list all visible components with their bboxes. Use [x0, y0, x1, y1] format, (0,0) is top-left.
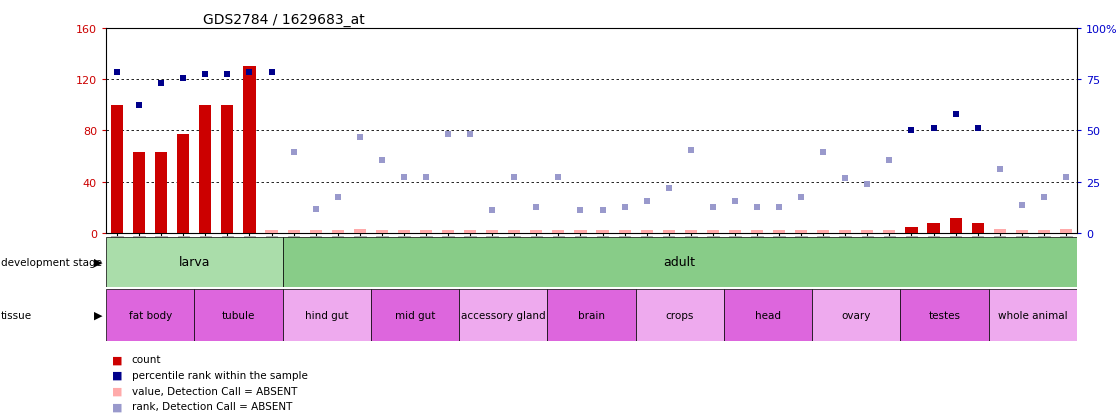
Bar — [862, 231, 874, 233]
Bar — [636, 289, 724, 341]
Bar — [618, 231, 631, 233]
Text: percentile rank within the sample: percentile rank within the sample — [132, 370, 308, 380]
Bar — [376, 231, 388, 233]
Bar — [950, 218, 962, 233]
Text: rank, Detection Call = ABSENT: rank, Detection Call = ABSENT — [132, 401, 292, 411]
Text: crops: crops — [665, 310, 694, 320]
Bar — [177, 135, 190, 233]
Text: larva: larva — [179, 256, 210, 269]
Text: value, Detection Call = ABSENT: value, Detection Call = ABSENT — [132, 386, 297, 396]
Text: count: count — [132, 354, 161, 364]
Bar — [282, 237, 1077, 287]
Text: tissue: tissue — [1, 310, 32, 320]
Bar — [309, 231, 321, 233]
Bar — [459, 289, 547, 341]
Bar — [508, 231, 520, 233]
Bar — [724, 289, 812, 341]
Bar — [795, 231, 807, 233]
Bar — [883, 231, 895, 233]
Bar — [331, 231, 344, 233]
Text: ovary: ovary — [841, 310, 870, 320]
Text: testes: testes — [929, 310, 961, 320]
Bar — [663, 231, 675, 233]
Text: head: head — [756, 310, 781, 320]
Bar — [812, 289, 901, 341]
Bar — [487, 231, 498, 233]
Bar — [839, 231, 852, 233]
Bar — [641, 231, 653, 233]
Bar — [221, 106, 233, 233]
Bar — [575, 231, 587, 233]
Bar — [972, 223, 983, 233]
Bar — [1060, 230, 1072, 233]
Text: GDS2784 / 1629683_at: GDS2784 / 1629683_at — [203, 12, 365, 26]
Bar — [685, 231, 696, 233]
Bar — [110, 106, 123, 233]
Bar — [133, 153, 145, 233]
Text: fat body: fat body — [128, 310, 172, 320]
Bar — [905, 227, 917, 233]
Bar — [552, 231, 565, 233]
Text: whole animal: whole animal — [998, 310, 1068, 320]
Bar — [596, 231, 608, 233]
Bar — [464, 231, 477, 233]
Bar — [266, 231, 278, 233]
Bar — [155, 153, 167, 233]
Bar — [927, 223, 940, 233]
Text: ■: ■ — [112, 370, 122, 380]
Text: accessory gland: accessory gland — [461, 310, 546, 320]
Text: ■: ■ — [112, 386, 122, 396]
Text: adult: adult — [664, 256, 695, 269]
Bar — [442, 231, 454, 233]
Bar — [547, 289, 636, 341]
Bar — [1016, 231, 1028, 233]
Bar — [200, 106, 211, 233]
Bar — [530, 231, 542, 233]
Text: hind gut: hind gut — [305, 310, 348, 320]
Text: development stage: development stage — [1, 257, 103, 267]
Bar — [397, 231, 410, 233]
Bar — [1038, 231, 1050, 233]
Bar — [354, 230, 366, 233]
Text: ▶: ▶ — [94, 257, 103, 267]
Bar — [993, 230, 1006, 233]
Bar — [243, 67, 256, 233]
Bar — [706, 231, 719, 233]
Bar — [106, 237, 282, 287]
Bar — [194, 289, 282, 341]
Bar — [106, 289, 194, 341]
Text: tubule: tubule — [222, 310, 256, 320]
Bar — [773, 231, 786, 233]
Bar — [989, 289, 1077, 341]
Text: ■: ■ — [112, 401, 122, 411]
Bar — [288, 231, 300, 233]
Bar — [420, 231, 432, 233]
Text: ■: ■ — [112, 354, 122, 364]
Bar — [729, 231, 741, 233]
Text: ▶: ▶ — [94, 310, 103, 320]
Bar — [371, 289, 459, 341]
Bar — [901, 289, 989, 341]
Bar — [817, 231, 829, 233]
Text: brain: brain — [578, 310, 605, 320]
Bar — [751, 231, 763, 233]
Text: mid gut: mid gut — [395, 310, 435, 320]
Bar — [282, 289, 371, 341]
